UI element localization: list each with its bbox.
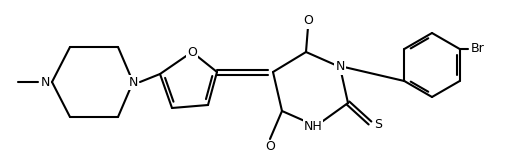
Text: N: N	[128, 75, 138, 89]
Text: O: O	[265, 141, 275, 154]
Text: S: S	[374, 119, 382, 132]
Text: NH: NH	[304, 120, 322, 133]
Text: N: N	[335, 61, 345, 73]
Text: O: O	[303, 14, 313, 28]
Text: O: O	[187, 45, 197, 59]
Text: N: N	[40, 75, 50, 89]
Text: Br: Br	[471, 42, 485, 55]
